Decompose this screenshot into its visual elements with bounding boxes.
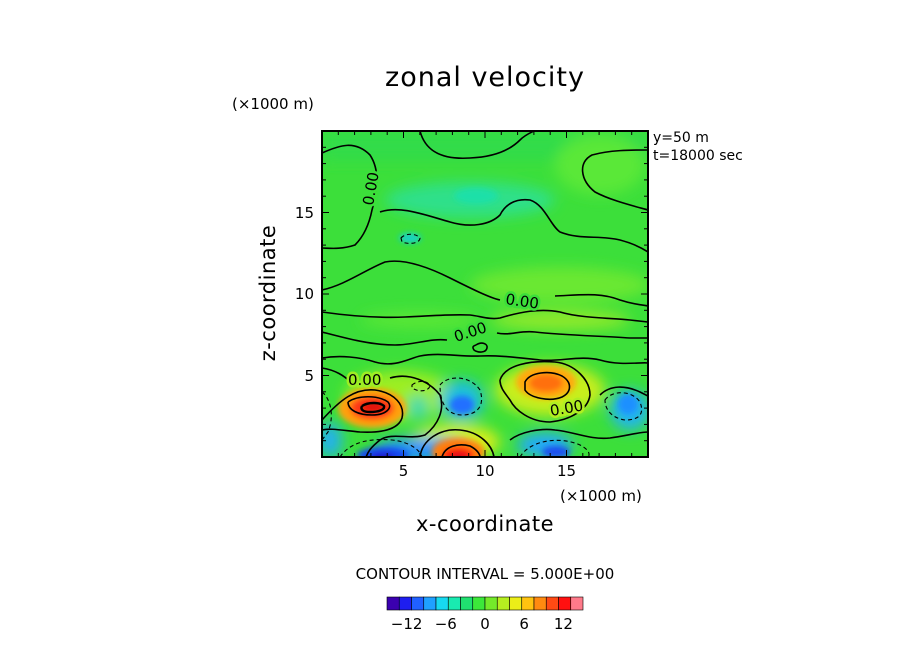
y-tick-label: 10 xyxy=(294,285,314,303)
colorbar-swatch xyxy=(521,596,535,611)
colorbar-swatch xyxy=(435,596,449,611)
colorbar-swatch xyxy=(423,596,437,611)
colorbar-swatch xyxy=(447,596,461,611)
contour-lines xyxy=(322,131,648,457)
colorbar-tick-label: 12 xyxy=(553,615,573,633)
colorbar-swatch xyxy=(411,596,425,611)
min-center xyxy=(450,396,474,414)
y-axis-label: z-coordinate xyxy=(256,224,280,362)
x-tick-label: 10 xyxy=(475,462,495,480)
colorbar-swatch xyxy=(484,596,498,611)
colorbar-swatch xyxy=(558,596,572,611)
colorbar xyxy=(386,596,584,611)
x-tick-label: 15 xyxy=(556,462,577,480)
chart-title: zonal velocity xyxy=(385,62,585,93)
colorbar-swatch xyxy=(398,596,412,611)
y-tick-label: 15 xyxy=(294,203,314,222)
colorbar-swatch xyxy=(545,596,559,611)
axis-ticks xyxy=(322,131,648,457)
y-axis-unit-label: (×1000 m) xyxy=(232,95,314,113)
colorbar-swatch xyxy=(496,596,510,611)
colorbar-tick-label: −12 xyxy=(390,615,423,633)
negative-contours xyxy=(322,233,643,457)
colorbar-swatch xyxy=(386,596,400,611)
x-axis-unit-label: (×1000 m) xyxy=(560,487,642,505)
x-axis-label: x-coordinate xyxy=(415,512,554,536)
colorbar-swatch xyxy=(570,596,584,611)
colorbar-tick-label: −6 xyxy=(434,615,457,633)
colorbar-swatch xyxy=(460,596,474,611)
colorbar-tick-label: 0 xyxy=(480,615,490,633)
colorbar-swatch xyxy=(472,596,486,611)
contour-label: 0.00 xyxy=(348,371,381,389)
contour-interval-label: CONTOUR INTERVAL = 5.000E+00 xyxy=(355,565,615,583)
colorbar-tick-label: 6 xyxy=(519,615,529,633)
x-tick-label: 5 xyxy=(398,462,409,480)
colorbar-swatch xyxy=(509,596,523,611)
y-tick-label: 5 xyxy=(304,366,314,385)
colorbar-swatch xyxy=(533,596,547,611)
info-time: t=18000 sec xyxy=(653,148,743,164)
info-y-position: y=50 m xyxy=(653,130,709,146)
